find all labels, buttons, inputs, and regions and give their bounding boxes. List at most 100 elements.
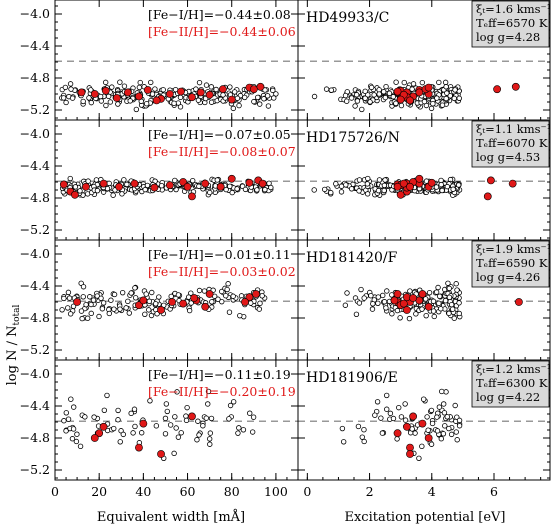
- fe1-point: [422, 99, 427, 104]
- x-tick-label: 6: [490, 484, 498, 499]
- fe1-point: [455, 288, 460, 293]
- fe1-point: [137, 85, 142, 90]
- fe1-point: [148, 80, 153, 85]
- fe1-point: [86, 179, 91, 184]
- fe1-point: [116, 102, 121, 107]
- fe1-point: [395, 437, 400, 442]
- fe1-point: [437, 301, 442, 306]
- fe1-point: [373, 413, 378, 418]
- fe1-point: [399, 415, 404, 420]
- fe1-point: [402, 80, 407, 85]
- y-tick-label: −5.2: [20, 222, 50, 237]
- fe1-point: [81, 295, 86, 300]
- fe1-point: [60, 307, 65, 312]
- fe1-point: [362, 427, 367, 432]
- fe1-point: [197, 288, 202, 293]
- fe2-point: [228, 96, 235, 103]
- fe1-point: [197, 433, 202, 438]
- parameter-text: log g=4.28: [476, 30, 540, 44]
- fe1-point: [209, 85, 214, 90]
- fe2-point: [100, 180, 107, 187]
- fe1-point: [102, 408, 107, 413]
- fe1-point: [107, 311, 112, 316]
- fe1-point: [69, 87, 74, 92]
- fe2-point: [73, 298, 80, 305]
- fe1-point: [225, 287, 230, 292]
- fe1-point: [81, 99, 86, 104]
- fe1-point: [413, 431, 418, 436]
- fe2-point: [197, 89, 204, 96]
- fe1-point: [255, 188, 260, 193]
- fe1-point: [265, 94, 270, 99]
- fe1-point: [360, 435, 365, 440]
- fe1-point: [380, 293, 385, 298]
- fe1-point: [257, 102, 262, 107]
- fe1-point: [79, 309, 84, 314]
- fe1-point: [128, 99, 133, 104]
- parameter-text: Tₑff=6590 K: [476, 256, 548, 270]
- fe1-point: [444, 91, 449, 96]
- fe1-point: [312, 94, 317, 99]
- fe1-point: [447, 295, 452, 300]
- fe1-point: [100, 306, 105, 311]
- fe1-point: [344, 99, 349, 104]
- fe2-point: [406, 183, 413, 190]
- fe1-point: [407, 316, 412, 321]
- fe1-point: [444, 390, 449, 395]
- fe1-point: [456, 183, 461, 188]
- y-tick-label: −4.4: [20, 398, 50, 413]
- parameter-text: Tₑff=6300 K: [476, 376, 548, 390]
- fe2-point: [419, 290, 426, 297]
- fe2-point: [135, 444, 142, 451]
- fe1-point: [430, 421, 435, 426]
- fe1-point: [153, 87, 158, 92]
- star-name: HD181906/E: [306, 370, 398, 386]
- fe1-point: [454, 281, 459, 286]
- fe1-abundance-label: [Fe−I/H]=−0.44±0.08: [148, 7, 291, 22]
- fe1-point: [438, 306, 443, 311]
- fe1-point: [345, 291, 350, 296]
- fe1-point: [204, 416, 209, 421]
- fe1-point: [69, 397, 74, 402]
- fe1-point: [435, 96, 440, 101]
- parameter-text: Tₑff=6070 K: [476, 136, 548, 150]
- fe1-point: [146, 308, 151, 313]
- fe1-point: [176, 293, 181, 298]
- fe1-point: [101, 301, 106, 306]
- fe1-point: [369, 85, 374, 90]
- fe1-point: [112, 292, 117, 297]
- fe1-point: [111, 426, 116, 431]
- fe2-point: [246, 179, 253, 186]
- fe1-abundance-label: [Fe−I/H]=−0.01±0.11: [148, 247, 291, 262]
- fe2-point: [202, 303, 209, 310]
- fe1-point: [457, 423, 462, 428]
- fe1-point: [64, 100, 69, 105]
- fe1-point: [71, 427, 76, 432]
- fe1-point: [70, 436, 75, 441]
- fe1-point: [145, 183, 150, 188]
- fe1-point: [424, 313, 429, 318]
- fe1-point: [120, 290, 125, 295]
- fe1-point: [383, 95, 388, 100]
- panel-row: −4.0−4.4−4.8−5.2[Fe−I/H]=−0.11±0.19[Fe−I…: [20, 360, 552, 480]
- fe1-point: [236, 431, 241, 436]
- fe1-point: [425, 415, 430, 420]
- fe1-point: [87, 294, 92, 299]
- fe1-point: [226, 281, 231, 286]
- fe1-point: [384, 407, 389, 412]
- fe1-point: [129, 411, 134, 416]
- fe1-point: [457, 418, 462, 423]
- fe2-point: [403, 306, 410, 313]
- fe1-point: [144, 101, 149, 106]
- y-tick-label: −4.0: [20, 6, 50, 21]
- fe1-point: [231, 106, 236, 111]
- fe1-point: [138, 80, 143, 85]
- fe1-point: [78, 444, 83, 449]
- fe1-point: [118, 307, 123, 312]
- fe1-point: [207, 437, 212, 442]
- fe1-point: [452, 316, 457, 321]
- fe1-point: [439, 389, 444, 394]
- fe1-point: [207, 190, 212, 195]
- fe1-point: [394, 80, 399, 85]
- fe1-point: [384, 84, 389, 89]
